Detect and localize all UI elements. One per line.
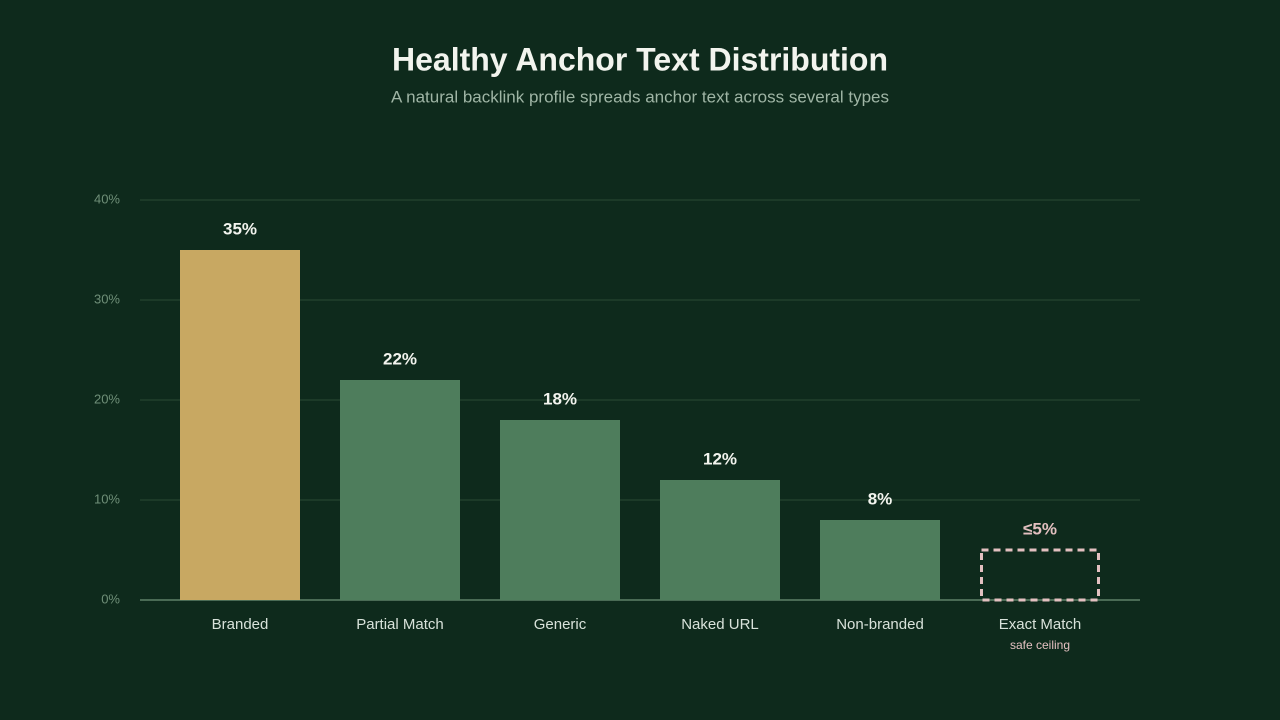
value-label: ≤5% (1023, 519, 1057, 538)
x-tick-label: Partial Match (356, 616, 444, 633)
chart-title: Healthy Anchor Text Distribution (392, 41, 888, 77)
y-tick-label: 20% (94, 391, 120, 406)
value-label: 12% (703, 449, 737, 468)
bar (660, 480, 780, 600)
annotation: safe ceiling (1010, 638, 1070, 652)
value-label: 18% (543, 389, 577, 408)
y-tick-label: 10% (94, 491, 120, 506)
x-tick-label: Naked URL (681, 616, 759, 633)
chart-subtitle: A natural backlink profile spreads ancho… (391, 87, 889, 106)
x-tick-label: Exact Match (999, 616, 1082, 633)
x-tick-label: Non-branded (836, 616, 924, 633)
x-tick-label: Generic (534, 616, 587, 633)
bar (500, 420, 620, 600)
value-label: 8% (868, 489, 893, 508)
y-tick-label: 40% (94, 191, 120, 206)
value-label: 22% (383, 349, 417, 368)
bar (340, 380, 460, 600)
bar (180, 250, 300, 600)
value-label: 35% (223, 219, 257, 238)
y-tick-label: 30% (94, 291, 120, 306)
bar (820, 520, 940, 600)
x-tick-label: Branded (212, 616, 269, 633)
y-tick-label: 0% (101, 591, 120, 606)
